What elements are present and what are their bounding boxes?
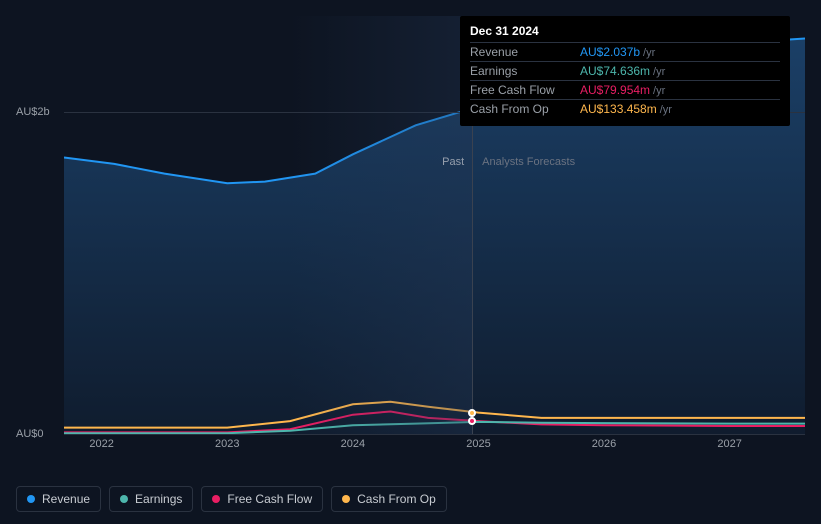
gridline bbox=[64, 434, 805, 435]
tooltip-row-label: Free Cash Flow bbox=[470, 83, 580, 97]
legend-item-label: Earnings bbox=[135, 492, 182, 506]
chart-tooltip: Dec 31 2024 RevenueAU$2.037b/yrEarningsA… bbox=[460, 16, 790, 126]
tooltip-row: EarningsAU$74.636m/yr bbox=[470, 61, 780, 80]
chart-legend: Revenue Earnings Free Cash Flow Cash From O… bbox=[16, 486, 447, 512]
legend-item-revenue[interactable]: Revenue bbox=[16, 486, 101, 512]
highlight-marker-cash-from-op bbox=[468, 409, 476, 417]
legend-dot-icon bbox=[342, 495, 350, 503]
legend-item-label: Cash From Op bbox=[357, 492, 436, 506]
x-axis-label: 2025 bbox=[466, 438, 490, 450]
legend-item-label: Revenue bbox=[42, 492, 90, 506]
tooltip-row-value: AU$133.458m/yr bbox=[580, 102, 780, 116]
highlight-marker-free-cash-flow bbox=[468, 417, 476, 425]
x-axis-labels: 2022 2023 2024 2025 2026 2027 bbox=[64, 438, 805, 454]
tooltip-row-label: Cash From Op bbox=[470, 102, 580, 116]
legend-item-free-cash-flow[interactable]: Free Cash Flow bbox=[201, 486, 323, 512]
tooltip-rows: RevenueAU$2.037b/yrEarningsAU$74.636m/yr… bbox=[470, 42, 780, 118]
tooltip-row-value: AU$74.636m/yr bbox=[580, 64, 780, 78]
tooltip-row-value: AU$79.954m/yr bbox=[580, 83, 780, 97]
x-axis-label: 2022 bbox=[89, 438, 113, 450]
tooltip-row: Cash From OpAU$133.458m/yr bbox=[470, 99, 780, 118]
tooltip-title: Dec 31 2024 bbox=[470, 24, 780, 38]
legend-item-earnings[interactable]: Earnings bbox=[109, 486, 193, 512]
legend-dot-icon bbox=[212, 495, 220, 503]
tooltip-row-label: Earnings bbox=[470, 64, 580, 78]
tooltip-row: RevenueAU$2.037b/yr bbox=[470, 42, 780, 61]
x-axis-label: 2026 bbox=[592, 438, 616, 450]
tooltip-row-value: AU$2.037b/yr bbox=[580, 45, 780, 59]
legend-dot-icon bbox=[27, 495, 35, 503]
legend-dot-icon bbox=[120, 495, 128, 503]
y-axis-label: AU$2b bbox=[16, 106, 50, 118]
x-axis-label: 2027 bbox=[717, 438, 741, 450]
forecast-label: Analysts Forecasts bbox=[482, 156, 575, 168]
tooltip-row-label: Revenue bbox=[470, 45, 580, 59]
legend-item-cash-from-op[interactable]: Cash From Op bbox=[331, 486, 447, 512]
past-label: Past bbox=[442, 156, 464, 168]
x-axis-label: 2023 bbox=[215, 438, 239, 450]
tooltip-row: Free Cash FlowAU$79.954m/yr bbox=[470, 80, 780, 99]
x-axis-label: 2024 bbox=[341, 438, 365, 450]
y-axis-label: AU$0 bbox=[16, 428, 44, 440]
legend-item-label: Free Cash Flow bbox=[227, 492, 312, 506]
